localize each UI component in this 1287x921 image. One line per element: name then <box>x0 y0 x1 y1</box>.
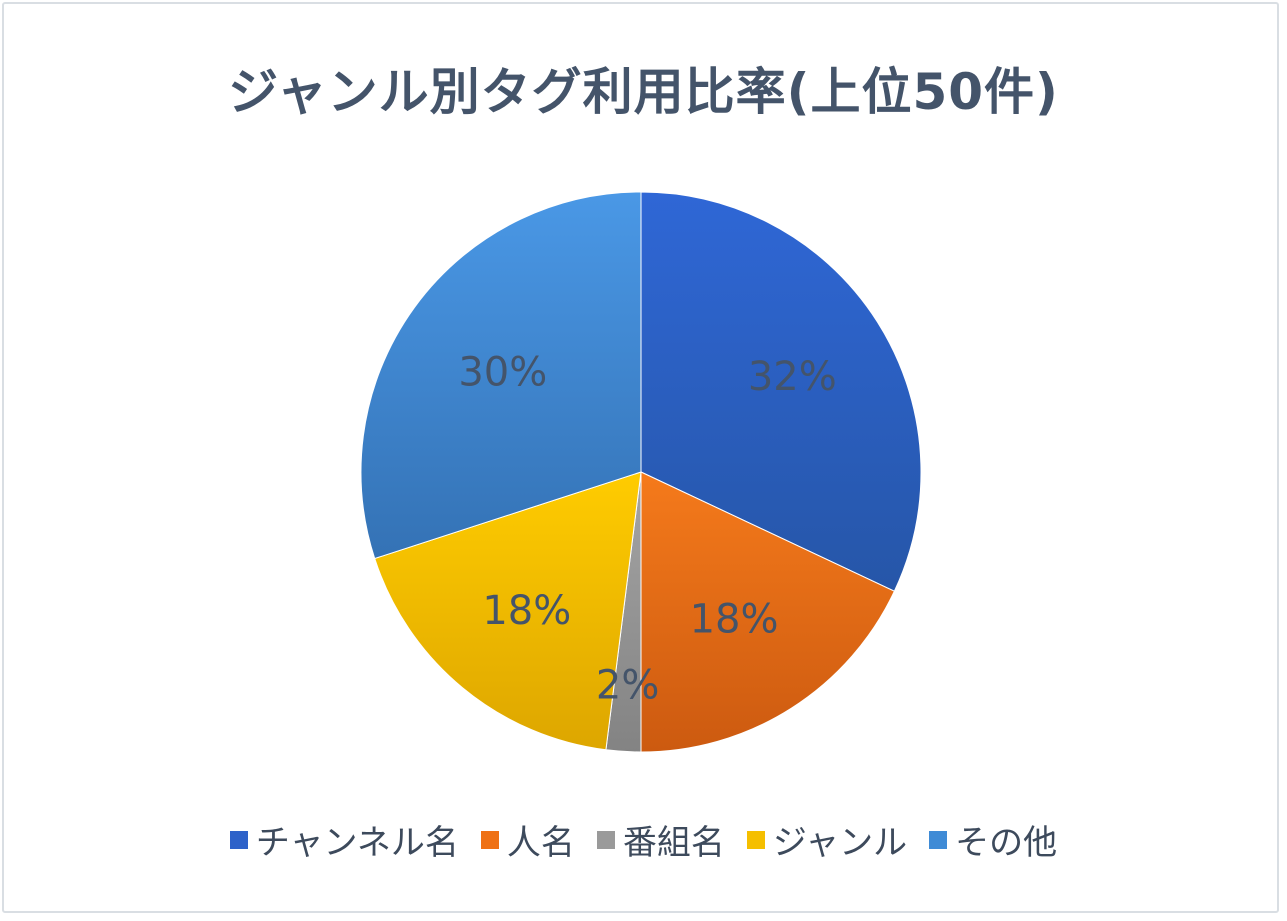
legend-label: ジャンル <box>772 823 908 863</box>
chart-title: ジャンル別タグ利用比率(上位50件) <box>228 63 1059 121</box>
slice-label-program: 2% <box>596 662 659 708</box>
chart-legend: チャンネル名 人名 番組名 ジャンル その他 <box>0 815 1287 864</box>
legend-item-person: 人名 <box>480 815 575 864</box>
legend-swatch <box>480 830 499 849</box>
legend-item-channel: チャンネル名 <box>229 815 459 864</box>
legend-swatch <box>229 830 248 849</box>
legend-label: その他 <box>955 823 1058 863</box>
slice-label-genre: 18% <box>482 588 571 634</box>
legend-swatch <box>596 830 615 849</box>
legend-item-genre: ジャンル <box>746 815 908 864</box>
slice-label-channel: 32% <box>748 354 837 400</box>
legend-swatch <box>746 830 765 849</box>
slice-channel <box>640 191 922 592</box>
slice-person <box>640 471 896 753</box>
legend-item-other: その他 <box>929 815 1057 864</box>
slice-genre <box>374 471 642 751</box>
legend-label: 番組名 <box>622 823 725 863</box>
legend-label: 人名 <box>506 823 575 863</box>
slice-label-other: 30% <box>458 350 547 396</box>
slice-label-person: 18% <box>690 597 779 643</box>
legend-label: チャンネル名 <box>255 823 459 863</box>
legend-item-program: 番組名 <box>596 815 725 864</box>
slice-other <box>360 191 642 560</box>
legend-swatch <box>929 830 948 849</box>
